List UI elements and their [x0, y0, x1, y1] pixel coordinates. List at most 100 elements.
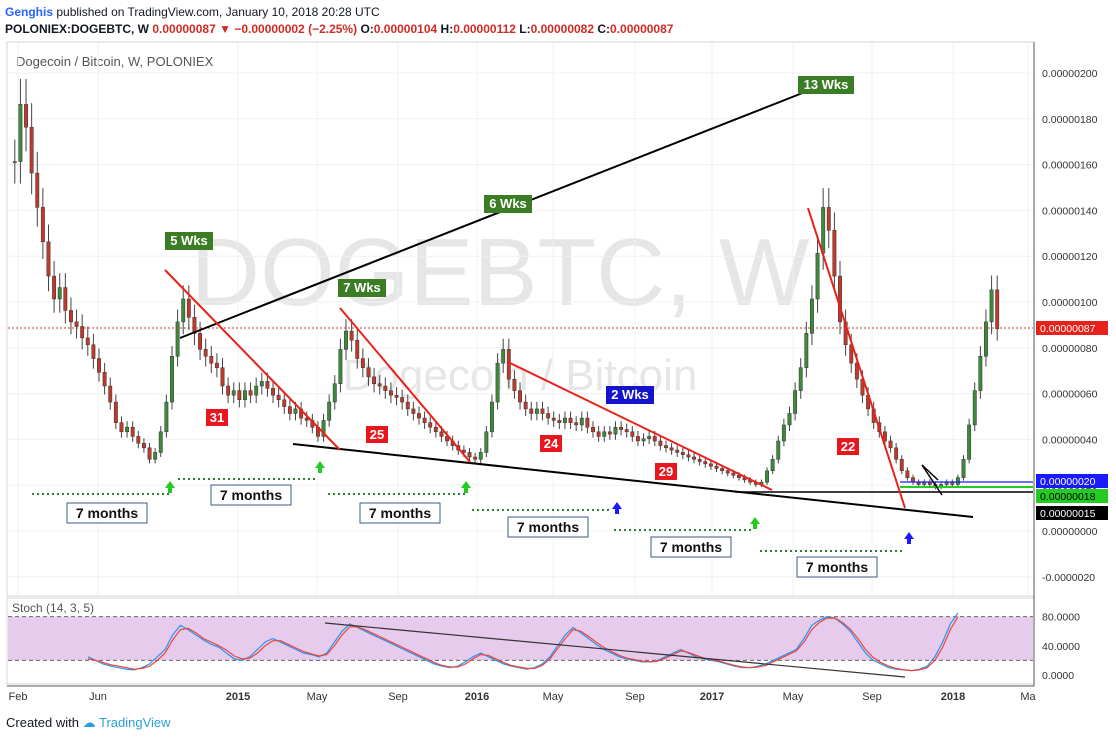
candle-body [355, 339, 360, 359]
publish-line: Genghis published on TradingView.com, Ja… [5, 5, 380, 19]
count-label-box [655, 463, 677, 480]
up-arrow-icon [904, 532, 914, 544]
red-trendline [339, 307, 471, 463]
candle-body [602, 431, 607, 437]
candle-body [810, 298, 814, 334]
candle-body [57, 287, 62, 300]
candle-body [170, 356, 174, 403]
candle-body [175, 321, 180, 357]
candle-body [495, 362, 500, 403]
candle-body [984, 321, 988, 357]
candle-body [237, 390, 242, 401]
candle-body [787, 413, 792, 426]
candle-body [838, 275, 842, 323]
time-tick-label: May [783, 691, 804, 703]
candle-body [529, 408, 534, 414]
price-tick-label: 0.00000200 [1042, 68, 1098, 80]
candle-body [40, 207, 45, 242]
candle-body [422, 417, 427, 423]
candle-body [226, 385, 231, 396]
candle-body [338, 349, 343, 384]
candle-body [428, 422, 433, 428]
candle-body [69, 310, 73, 323]
candle-body [591, 426, 595, 433]
stoch-line-d [87, 616, 959, 672]
ohlc-line: POLONIEX:DOGEBTC, W 0.00000087 ▼ −0.0000… [5, 22, 673, 36]
candle-body [220, 367, 225, 387]
wedge-line [921, 464, 939, 481]
candle-body [198, 333, 202, 350]
months-label-box [650, 536, 732, 558]
candle-body [231, 390, 236, 396]
candle-body [85, 337, 90, 346]
count-label-box [837, 438, 859, 455]
candle-body [675, 449, 680, 453]
months-label-text: 7 months [660, 539, 722, 555]
chart-title: Dogecoin / Bitcoin, W, POLONIEX [16, 54, 214, 69]
time-tick-label: Sep [862, 691, 882, 703]
months-label-text: 7 months [806, 559, 868, 575]
price-tick-label: -0.0000020 [1042, 572, 1095, 584]
candle-body [854, 362, 859, 380]
up-arrow-icon [315, 461, 325, 473]
candle-body [119, 422, 124, 433]
candle-body [607, 431, 612, 435]
price-tick-label: 0.00000080 [1042, 343, 1098, 355]
up-arrow-icon [461, 481, 471, 493]
price-tick-label: 0.00000100 [1042, 297, 1098, 309]
candle-body [372, 376, 377, 384]
candle-body [978, 356, 983, 391]
candle-body [417, 413, 421, 419]
candle-body [669, 447, 674, 451]
publish-info: published on TradingView.com, January 10… [56, 5, 380, 19]
candle-body [271, 388, 275, 396]
time-tick-label: Ma [1020, 691, 1036, 703]
candle-body [327, 401, 332, 421]
time-tick-label: Feb [9, 691, 28, 703]
candle-body [276, 394, 281, 401]
price-marker-text: 0.00000087 [1040, 323, 1096, 335]
candle-body [518, 390, 522, 403]
candle-body [563, 417, 567, 423]
wk-label-text: 5 Wks [170, 233, 208, 248]
stoch-tick-label: 80.0000 [1042, 612, 1080, 624]
candle-body [579, 417, 584, 426]
candle-body [349, 330, 354, 341]
candle-body [439, 431, 444, 437]
candle-body [74, 321, 79, 327]
wedge-line [921, 464, 943, 496]
candle-body [635, 436, 640, 442]
price-tick-label: 0.00000140 [1042, 205, 1098, 217]
candle-body [882, 431, 887, 442]
chart-header: Genghis published on TradingView.com, Ja… [0, 0, 1116, 40]
candle-body [360, 358, 365, 368]
candle-body [203, 349, 208, 357]
candle-body [596, 431, 601, 437]
wk-label-box [484, 195, 532, 213]
candle-body [899, 459, 904, 471]
candle-body [798, 367, 803, 391]
price-change: −0.00000002 (−2.25%) [234, 22, 358, 36]
months-label-box [507, 516, 589, 538]
author-link[interactable]: Genghis [5, 5, 54, 19]
candle-body [433, 426, 438, 433]
candle-body [473, 456, 478, 460]
candle-body [400, 397, 405, 403]
months-label-text: 7 months [220, 487, 282, 503]
time-tick-label: May [307, 691, 328, 703]
candle-body [411, 408, 416, 414]
candle-body [35, 172, 40, 208]
candle-body [344, 330, 348, 350]
red-trendline [807, 207, 906, 509]
open-value: 0.00000104 [373, 22, 438, 36]
high-label: H: [440, 22, 454, 36]
candle-body [731, 472, 736, 476]
tradingview-link[interactable]: TradingView [99, 715, 171, 730]
candle-body [243, 390, 247, 401]
candle-body [574, 422, 579, 426]
months-label-text: 7 months [76, 505, 138, 521]
candle-body [703, 461, 708, 465]
candle-body [613, 426, 618, 435]
candle-body [630, 431, 635, 437]
